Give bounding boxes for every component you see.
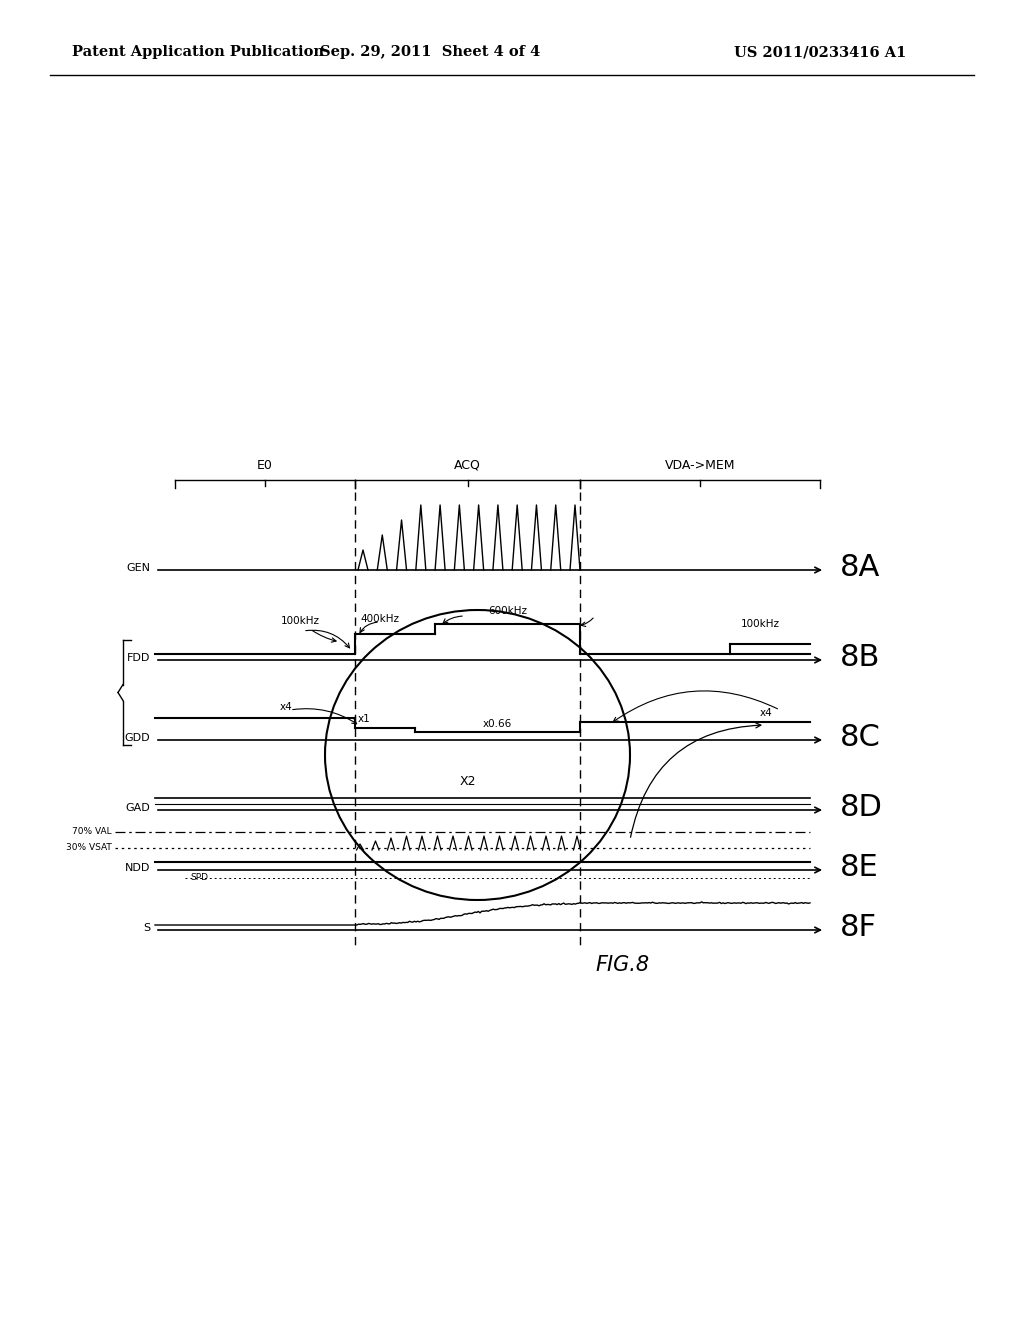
Text: x4: x4 (280, 702, 293, 711)
Text: x4: x4 (760, 708, 773, 718)
Text: 8E: 8E (840, 854, 879, 883)
Text: 100kHz: 100kHz (740, 619, 779, 630)
Text: 8D: 8D (840, 793, 883, 822)
Text: 8F: 8F (840, 913, 877, 942)
Text: 30% VSAT: 30% VSAT (67, 842, 112, 851)
Text: S: S (143, 923, 150, 933)
Text: Sep. 29, 2011  Sheet 4 of 4: Sep. 29, 2011 Sheet 4 of 4 (319, 45, 540, 59)
Text: 100kHz: 100kHz (281, 616, 319, 626)
Text: x0.66: x0.66 (483, 719, 512, 729)
Text: Patent Application Publication: Patent Application Publication (72, 45, 324, 59)
Text: FDD: FDD (127, 653, 150, 663)
Text: SPD: SPD (190, 873, 208, 882)
Text: X2: X2 (459, 775, 476, 788)
Text: FIG.8: FIG.8 (595, 954, 649, 975)
Text: VDA->MEM: VDA->MEM (665, 459, 735, 473)
Text: 8A: 8A (840, 553, 881, 582)
Text: GAD: GAD (125, 803, 150, 813)
Text: ACQ: ACQ (454, 459, 481, 473)
Text: US 2011/0233416 A1: US 2011/0233416 A1 (734, 45, 906, 59)
Text: 400kHz: 400kHz (360, 614, 399, 624)
Text: 8C: 8C (840, 723, 881, 752)
Text: GEN: GEN (126, 564, 150, 573)
Text: 8B: 8B (840, 644, 881, 672)
Text: GDD: GDD (124, 733, 150, 743)
Text: 70% VAL: 70% VAL (73, 826, 112, 836)
Text: E0: E0 (257, 459, 273, 473)
Text: 600kHz: 600kHz (488, 606, 527, 616)
Text: x1: x1 (358, 714, 371, 723)
Text: NDD: NDD (125, 863, 150, 873)
